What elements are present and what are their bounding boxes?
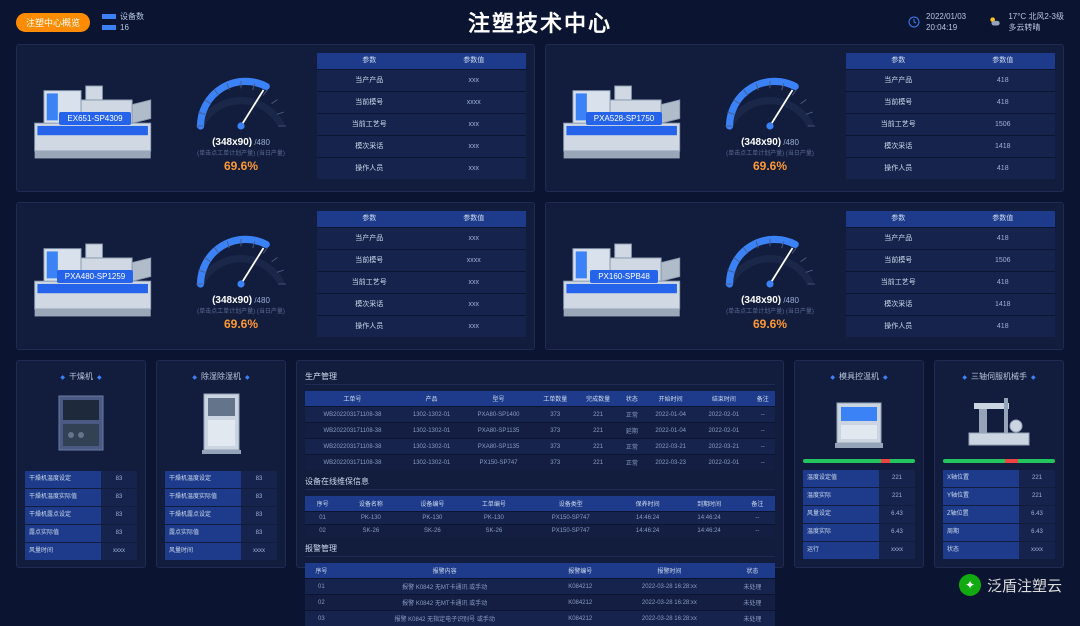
section-title: 设备在线维保信息: [305, 474, 775, 490]
aux-title: 模具控温机: [803, 369, 915, 384]
header-stats: 设备数 16: [102, 11, 144, 33]
watermark: ✦ 泛盾注塑云: [959, 574, 1062, 596]
header: 注塑中心概览 设备数 16 注塑技术中心 2022/01/0320:04:19 …: [0, 0, 1080, 44]
aux-progress: [803, 459, 915, 463]
clock-icon: [908, 16, 920, 28]
gauge-sub: (单击点工单计划产量) (当日产量): [726, 306, 814, 315]
aux-progress: [943, 459, 1055, 463]
aux-image: [165, 388, 277, 458]
gauge: [715, 63, 825, 135]
machine-card: EX651-SP4309 (348x90) /480 (单击点工单计划产量) (…: [16, 44, 535, 192]
machine-table: 参数参数值 当产产品418当前模号1506当前工艺号418模次采话1418操作人…: [846, 211, 1055, 341]
gauge-sub: (单击点工单计划产量) (当日产量): [726, 148, 814, 157]
gauge-value: (348x90) /480: [741, 137, 799, 148]
gauge: [186, 221, 296, 293]
gauge-sub: (单击点工单计划产量) (当日产量): [197, 306, 285, 315]
machine-name: PXA480-SP1259: [57, 270, 134, 283]
aux-image: [803, 388, 915, 453]
machine-card: PXA528-SP1750 (348x90) /480 (单击点工单计划产量) …: [545, 44, 1064, 192]
weather-icon: [988, 15, 1002, 29]
section-title: 报警管理: [305, 541, 775, 557]
center-panel: 生产管理 工单号产品型号工单数量完成数量状态开始时间结束时间备注 WB20220…: [296, 360, 784, 568]
data-table: 序号设备名称设备编号工单编号设备类型保养时间到期时间备注 01PK-130PK-…: [305, 496, 775, 537]
gauge: [186, 63, 296, 135]
machine-name: PXA528-SP1750: [586, 112, 663, 125]
aux-card: 干燥机 干燥机温度设定83干燥机温度实际值83干燥机露点设定83露点实际值83风…: [16, 360, 146, 568]
gauge-pct: 69.6%: [224, 159, 258, 173]
bottom-row: 干燥机 干燥机温度设定83干燥机温度实际值83干燥机露点设定83露点实际值83风…: [16, 360, 1064, 568]
header-time-weather: 2022/01/0320:04:19 17°C 北风2-3级 多云转晴: [908, 11, 1064, 33]
aux-title: 干燥机: [25, 369, 137, 384]
gauge-sub: (单击点工单计划产量) (当日产量): [197, 148, 285, 157]
aux-table: X轴位置221Y轴位置221Z轴位置6.43周期6.43状态xxxx: [943, 469, 1055, 559]
aux-table: 干燥机温度设定83干燥机温度实际值83干燥机露点设定83露点实际值83风量时间x…: [25, 470, 137, 560]
section-title: 生产管理: [305, 369, 775, 385]
aux-card: 除湿除湿机 干燥机温度设定83干燥机温度实际值83干燥机露点设定83露点实际值8…: [156, 360, 286, 568]
machine-table: 参数参数值 当产产品418当前模号418当前工艺号1506模次采话1418操作人…: [846, 53, 1055, 183]
machine-name: EX651-SP4309: [59, 112, 130, 125]
aux-image: [25, 388, 137, 458]
aux-image: [943, 388, 1055, 453]
aux-title: 三轴伺服机械手: [943, 369, 1055, 384]
aux-card: 三轴伺服机械手 X轴位置221Y轴位置221Z轴位置6.43周期6.43状态xx…: [934, 360, 1064, 568]
gauge-pct: 69.6%: [753, 317, 787, 331]
gauge-pct: 69.6%: [224, 317, 258, 331]
page-title: 注塑技术中心: [468, 6, 612, 38]
aux-table: 温度设定值221温度实际221风量设定6.43温度实际6.43运行xxxx: [803, 469, 915, 559]
gauge-pct: 69.6%: [753, 159, 787, 173]
gauge-value: (348x90) /480: [212, 295, 270, 306]
machine-card: PX160-SPB48 (348x90) /480 (单击点工单计划产量) (当…: [545, 202, 1064, 350]
aux-table: 干燥机温度设定83干燥机温度实际值83干燥机露点设定83露点实际值83风量时间x…: [165, 470, 277, 560]
data-table: 序号报警内容报警编号报警时间状态 01报警 K0842 无MT卡通讯 或手动K0…: [305, 563, 775, 626]
header-badge[interactable]: 注塑中心概览: [16, 13, 90, 32]
machine-name: PX160-SPB48: [590, 270, 658, 283]
wechat-icon: ✦: [959, 574, 981, 596]
data-table: 工单号产品型号工单数量完成数量状态开始时间结束时间备注 WB2022031711…: [305, 391, 775, 470]
machine-card: PXA480-SP1259 (348x90) /480 (单击点工单计划产量) …: [16, 202, 535, 350]
gauge-value: (348x90) /480: [741, 295, 799, 306]
machine-table: 参数参数值 当产产品xxx当前模号xxxx当前工艺号xxx模次采话xxx操作人员…: [317, 211, 526, 341]
gauge-value: (348x90) /480: [212, 137, 270, 148]
machine-table: 参数参数值 当产产品xxx当前模号xxxx当前工艺号xxx模次采话xxx操作人员…: [317, 53, 526, 183]
aux-title: 除湿除湿机: [165, 369, 277, 384]
gauge: [715, 221, 825, 293]
aux-card: 模具控温机 温度设定值221温度实际221风量设定6.43温度实际6.43运行x…: [794, 360, 924, 568]
